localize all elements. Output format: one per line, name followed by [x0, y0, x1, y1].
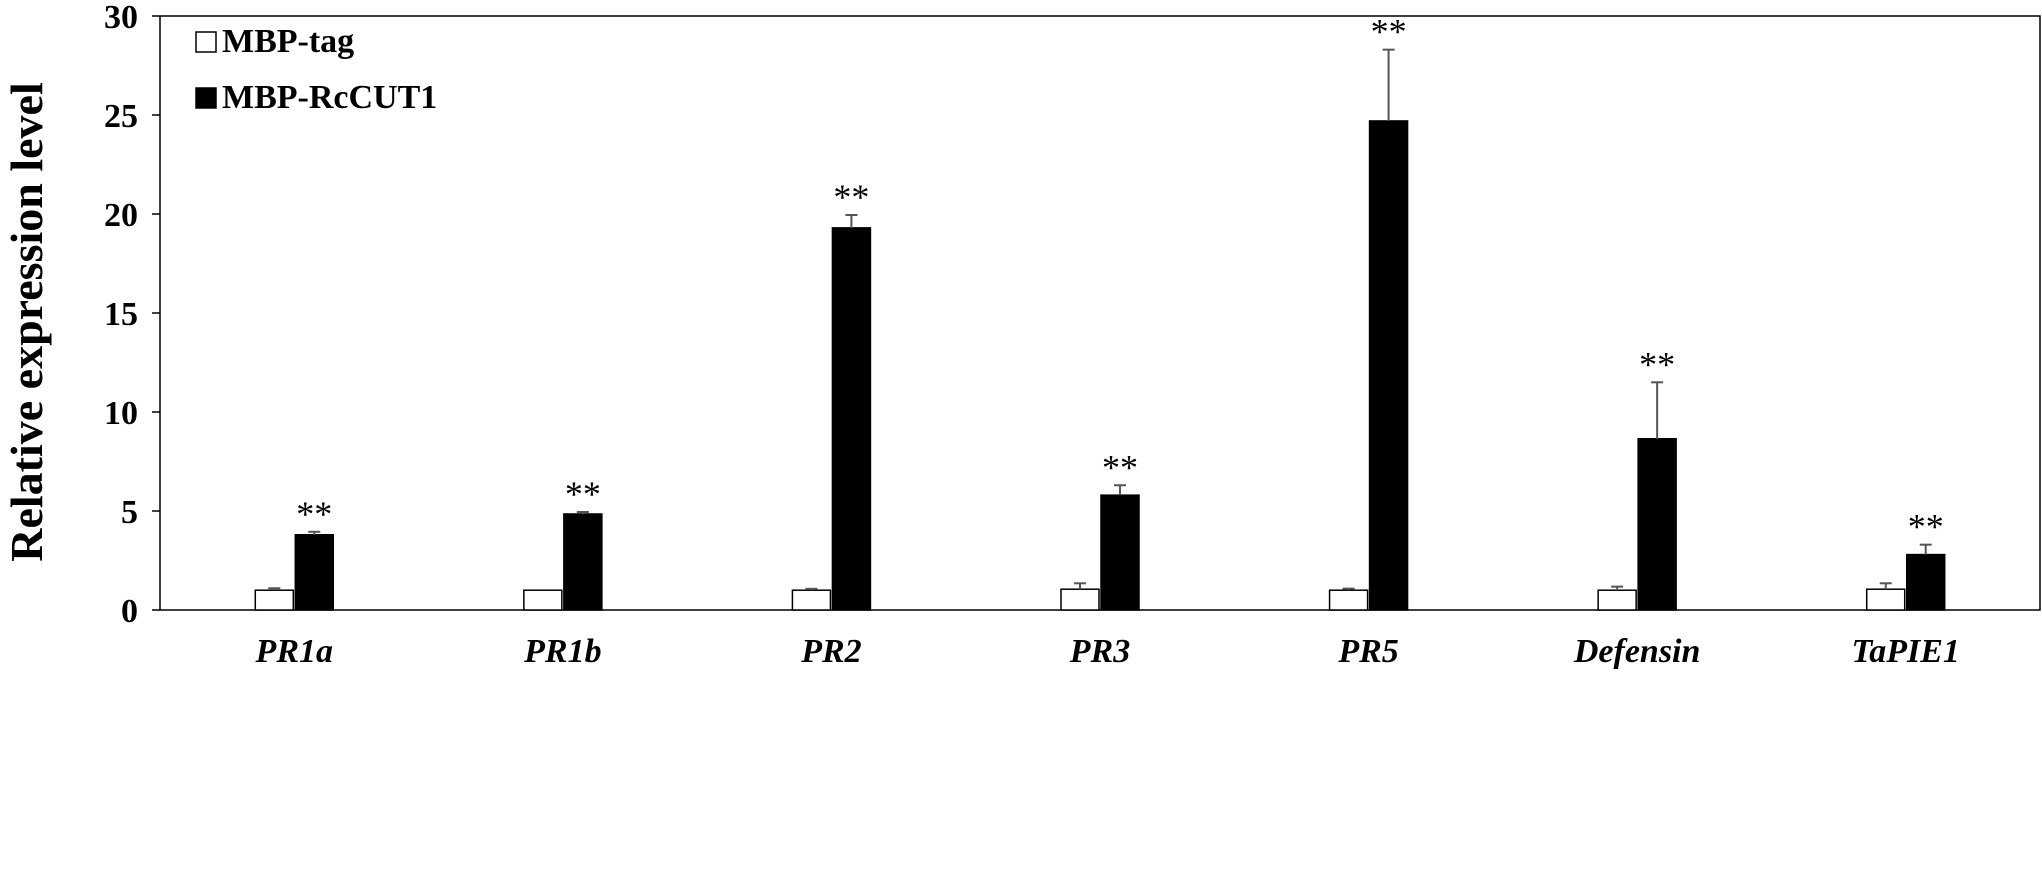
- bar-mbp-rccut1: [294, 534, 335, 611]
- bar-mbp-tag: [523, 589, 563, 611]
- bar-mbp-rccut1: [1368, 120, 1409, 611]
- y-tick-label: 30: [104, 0, 138, 36]
- bar-mbp-tag: [1328, 589, 1369, 611]
- bar-mbp-tag: [1865, 588, 1906, 611]
- bar-mbp-rccut1: [563, 513, 603, 611]
- x-tick-label: PR5: [1337, 633, 1398, 670]
- x-tick-label: Defensin: [1573, 633, 1701, 670]
- significance-marker: **: [1371, 12, 1407, 52]
- plot-frame: [159, 15, 2041, 611]
- y-tick-label: 15: [104, 296, 138, 333]
- legend-swatch: [195, 87, 217, 109]
- legend-label: MBP-RcCUT1: [222, 79, 437, 116]
- significance-marker: **: [565, 474, 601, 514]
- y-tick-label: 10: [104, 395, 138, 432]
- significance-marker: **: [833, 177, 869, 217]
- bar-mbp-rccut1: [831, 227, 872, 611]
- significance-marker: **: [1639, 344, 1675, 384]
- bar-mbp-rccut1: [1100, 494, 1140, 611]
- y-axis-label: Relative expression level: [1, 82, 52, 562]
- y-tick-label: 20: [104, 197, 138, 234]
- x-tick-label: PR1a: [255, 633, 333, 670]
- x-tick-label: PR2: [800, 633, 861, 670]
- y-tick-label: 5: [121, 494, 138, 531]
- bar-mbp-tag: [1597, 589, 1637, 611]
- bar-mbp-rccut1: [1637, 437, 1677, 611]
- legend-swatch: [195, 31, 217, 53]
- bar-mbp-tag: [254, 589, 295, 611]
- y-tick-label: 25: [104, 98, 138, 135]
- legend-label: MBP-tag: [222, 23, 354, 60]
- bar-mbp-tag: [1060, 588, 1100, 611]
- y-tick-label: 0: [121, 593, 138, 630]
- significance-marker: **: [1102, 447, 1138, 487]
- x-tick-label: PR3: [1069, 633, 1130, 670]
- significance-marker: **: [296, 494, 332, 534]
- bar-mbp-tag: [791, 589, 832, 611]
- x-tick-label: TaPIE1: [1852, 633, 1960, 670]
- bar-mbp-rccut1: [1905, 553, 1946, 611]
- x-tick-label: PR1b: [523, 633, 601, 670]
- significance-marker: **: [1908, 507, 1944, 547]
